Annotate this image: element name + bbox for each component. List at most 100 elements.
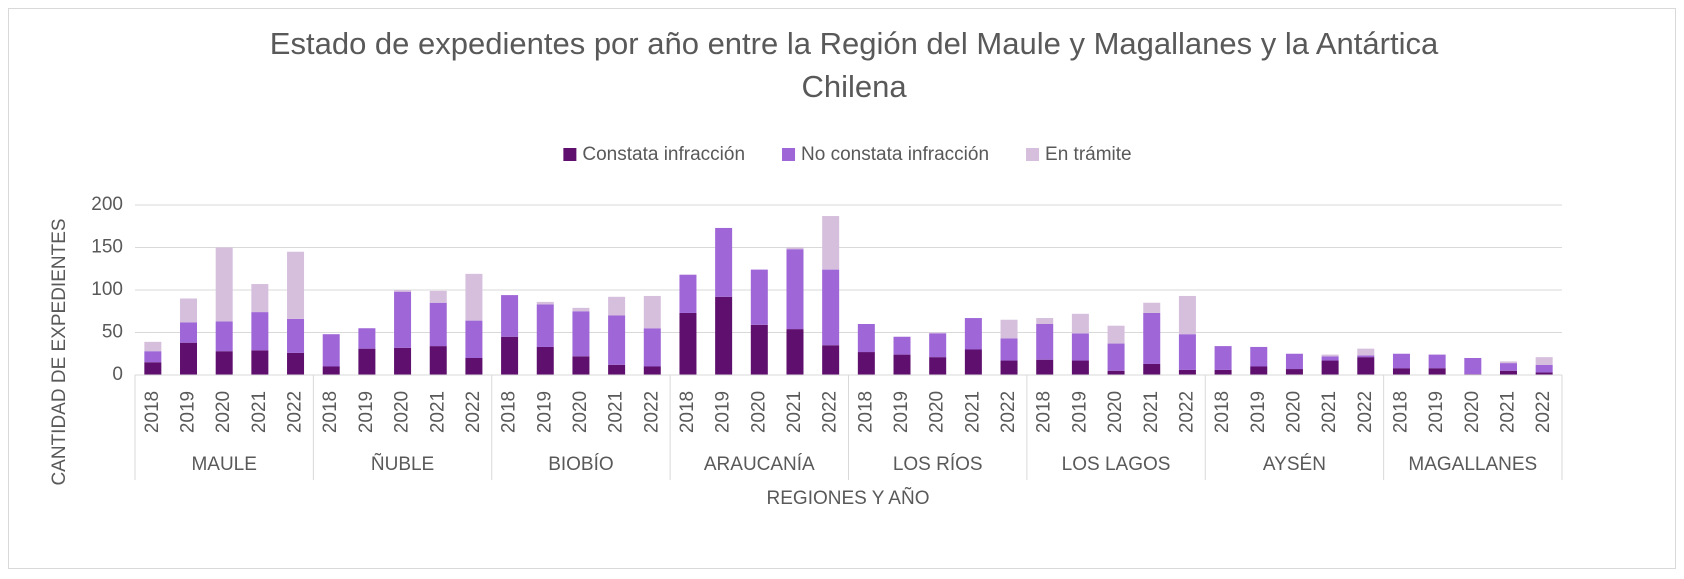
bar-segment [1214, 346, 1232, 370]
bar-segment [1107, 325, 1125, 344]
bar-segment [429, 302, 447, 347]
x-tick-label: 2021 [1319, 391, 1340, 433]
bar-segment [1214, 369, 1232, 375]
bar-segment [857, 324, 875, 353]
group-label: MAULE [191, 454, 256, 475]
bar-segment [251, 284, 269, 313]
legend-label: En trámite [1045, 144, 1132, 165]
bar-segment [215, 351, 233, 375]
x-tick-label: 2020 [1105, 391, 1126, 433]
bar-segment [322, 334, 340, 367]
bar-segment [1071, 333, 1089, 361]
bar-segment [1321, 356, 1339, 361]
bar-segment [358, 348, 376, 375]
x-tick-label: 2020 [1462, 391, 1483, 433]
bar-segment [394, 347, 412, 375]
x-tick-label: 2020 [748, 391, 769, 433]
x-tick-label: 2022 [1176, 391, 1197, 433]
bar-segment [429, 346, 447, 375]
bar-segment [1321, 360, 1339, 375]
x-tick-label: 2020 [927, 391, 948, 433]
x-tick-label: 2021 [1498, 391, 1519, 433]
group-label: ARAUCANÍA [704, 454, 815, 475]
bar-segment [929, 332, 947, 334]
bar-segment [1143, 312, 1161, 364]
group-label: LOS RÍOS [893, 454, 983, 475]
bar-segment [287, 352, 305, 375]
x-tick-label: 2021 [427, 391, 448, 433]
bar-segment [1250, 366, 1268, 375]
bar-segment [1535, 364, 1553, 373]
bar-segment [786, 249, 804, 330]
bar-segment [215, 247, 233, 322]
x-tick-label: 2019 [534, 391, 555, 433]
y-tick-label: 0 [112, 364, 123, 385]
y-tick-label: 50 [102, 322, 123, 343]
bar-segment [501, 295, 519, 337]
bar-segment [1178, 334, 1196, 370]
bar-segment [608, 364, 626, 375]
x-tick-label: 2022 [998, 391, 1019, 433]
bar-segment [964, 349, 982, 375]
bar-segment [536, 301, 554, 305]
bar-segment [1285, 369, 1303, 375]
bar-segment [1321, 354, 1339, 357]
bar-segment [572, 307, 590, 312]
bar-segment [180, 298, 198, 323]
x-tick-label: 2022 [641, 391, 662, 433]
x-tick-label: 2021 [606, 391, 627, 433]
chart-frame [8, 8, 1676, 569]
group-label: AYSÉN [1263, 454, 1326, 475]
bar-segment [536, 304, 554, 347]
bar-segment [429, 290, 447, 303]
chart-title: Estado de expedientes por año entre la R… [269, 26, 1439, 104]
x-tick-label: 2018 [320, 391, 341, 433]
bar-segment [1036, 324, 1054, 360]
x-tick-label: 2021 [249, 391, 270, 433]
bar-segment [1250, 346, 1268, 367]
bar-segment [1107, 343, 1125, 371]
x-tick-label: 2022 [1533, 391, 1554, 433]
bar-segment [1143, 363, 1161, 375]
bar-segment [1392, 368, 1410, 375]
bar-segment [1000, 360, 1018, 375]
bar-segment [1499, 370, 1517, 375]
bar-segment [465, 358, 483, 375]
bar-segment [1071, 360, 1089, 375]
legend-label: Constata infracción [582, 144, 745, 165]
bar-segment [1464, 358, 1482, 375]
bar-segment [394, 291, 412, 348]
bar-segment [608, 296, 626, 316]
x-tick-label: 2019 [356, 391, 377, 433]
x-tick-label: 2018 [142, 391, 163, 433]
x-tick-label: 2021 [962, 391, 983, 433]
x-tick-label: 2019 [713, 391, 734, 433]
bar-segment [608, 315, 626, 365]
bar-segment [1107, 370, 1125, 375]
bar-segment [394, 290, 412, 292]
bar-segment [1178, 295, 1196, 335]
bar-segment [929, 333, 947, 358]
bar-segment [715, 227, 733, 297]
bar-segment [786, 329, 804, 375]
bar-segment [822, 269, 840, 346]
bar-segment [322, 366, 340, 375]
bar-segment [144, 341, 162, 352]
bar-segment [572, 356, 590, 375]
x-tick-label: 2019 [1426, 391, 1447, 433]
bar-segment [572, 311, 590, 357]
x-tick-label: 2020 [213, 391, 234, 433]
bar-segment [929, 357, 947, 375]
x-tick-label: 2018 [1390, 391, 1411, 433]
x-tick-label: 2020 [1283, 391, 1304, 433]
bar-segment [822, 345, 840, 375]
bar-segment [215, 321, 233, 352]
bar-segment [1535, 372, 1553, 375]
x-tick-label: 2019 [891, 391, 912, 433]
x-tick-label: 2021 [1141, 391, 1162, 433]
bar-segment [715, 296, 733, 375]
group-label: MAGALLANES [1408, 454, 1537, 475]
bar-segment [465, 320, 483, 358]
x-tick-label: 2018 [677, 391, 698, 433]
